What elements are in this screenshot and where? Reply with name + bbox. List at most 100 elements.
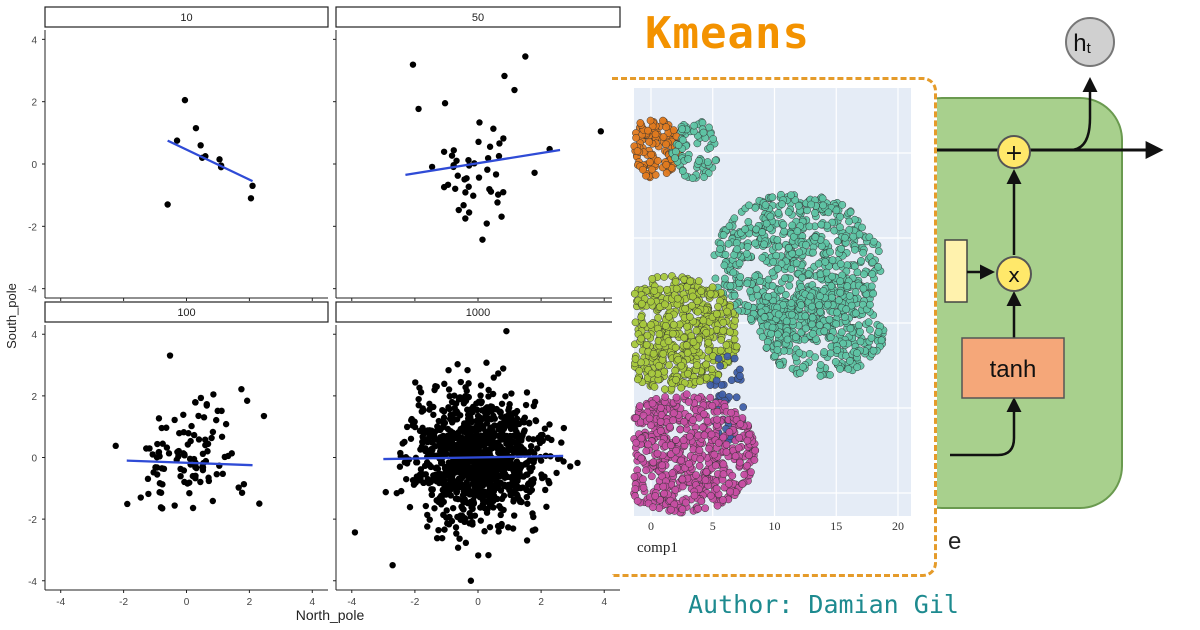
cluster-point (662, 123, 670, 131)
data-point (200, 414, 208, 421)
cluster-point (672, 284, 681, 293)
cluster-point (811, 233, 820, 242)
cluster-point (716, 346, 725, 355)
cluster-point (845, 292, 854, 300)
data-point (512, 433, 519, 440)
data-point (412, 479, 419, 486)
y-tick-label: -4 (28, 285, 37, 296)
data-point (431, 435, 438, 442)
output-node (1065, 17, 1115, 67)
lstm-gate-box (944, 239, 968, 303)
data-point (446, 392, 453, 400)
cluster-point (707, 491, 715, 500)
data-point (407, 435, 415, 442)
data-point (462, 215, 469, 222)
cluster-point (778, 200, 786, 209)
cluster-point (689, 338, 698, 346)
cluster-point (631, 355, 640, 363)
data-point (209, 428, 217, 436)
cluster-point (769, 258, 778, 266)
cluster-point (745, 201, 753, 210)
data-point (413, 459, 421, 466)
data-point (548, 436, 555, 444)
data-point (483, 420, 491, 427)
data-point (539, 474, 547, 481)
plus-node (997, 135, 1031, 169)
data-point (488, 403, 496, 411)
data-point (486, 523, 494, 531)
data-point (537, 437, 544, 444)
data-point (485, 386, 492, 394)
data-point (445, 459, 453, 466)
data-point (191, 399, 199, 406)
tanh-box (961, 337, 1065, 399)
cluster-point (741, 225, 749, 234)
cluster-point (729, 268, 738, 277)
cluster-point (736, 372, 744, 380)
data-point (520, 446, 528, 454)
cluster-point (831, 358, 840, 366)
data-point (457, 449, 465, 456)
data-point (496, 140, 503, 147)
data-point (434, 471, 442, 478)
x-tick-label: -4 (347, 597, 356, 608)
cluster-point (858, 223, 866, 232)
data-point (409, 422, 416, 429)
data-point (450, 147, 457, 154)
cluster-point (835, 296, 843, 305)
cluster-point (846, 324, 855, 333)
data-point (171, 502, 178, 509)
cluster-point (649, 349, 658, 358)
data-point (531, 526, 539, 533)
kmeans-scatter: 0 5 10 15 20 (612, 78, 937, 573)
data-point (507, 491, 514, 499)
cluster-point (669, 329, 677, 338)
cluster-point (784, 208, 793, 217)
data-point (513, 421, 521, 428)
data-point (156, 489, 163, 496)
data-point (486, 463, 493, 471)
cluster-point (680, 333, 688, 342)
cluster-point (636, 119, 645, 127)
regression-line (167, 139, 254, 183)
data-point (470, 471, 477, 479)
data-point (192, 474, 199, 482)
cluster-point (751, 239, 759, 248)
cluster-point (826, 248, 834, 256)
data-point (406, 503, 414, 511)
data-point (505, 411, 513, 418)
cluster-point (837, 328, 846, 337)
data-point (477, 517, 484, 524)
data-point (497, 511, 504, 519)
data-point (209, 497, 217, 505)
data-point (502, 472, 510, 479)
data-point (247, 195, 255, 202)
data-point (494, 191, 502, 198)
data-point (518, 498, 525, 506)
cluster-point (869, 289, 878, 298)
cluster-point (683, 349, 692, 357)
cluster-point (816, 372, 825, 380)
cluster-point (688, 301, 696, 310)
data-point (197, 142, 204, 149)
cluster-point (760, 240, 768, 249)
cluster-point (788, 249, 796, 258)
cluster-point (806, 292, 815, 301)
cluster-point (849, 232, 858, 241)
cluster-point (867, 282, 876, 291)
data-point (475, 467, 483, 474)
cluster-point (633, 497, 642, 505)
data-point (477, 392, 484, 399)
cluster-point (659, 116, 667, 125)
data-point (452, 434, 460, 442)
cluster-point (828, 272, 836, 281)
data-point (445, 386, 453, 393)
cluster-point (735, 433, 744, 442)
cluster-point (795, 369, 804, 377)
cluster-point (773, 346, 782, 354)
cluster-point (843, 282, 852, 290)
data-point (441, 100, 449, 107)
cluster-point (777, 285, 785, 294)
data-point (417, 466, 425, 473)
data-point (216, 156, 223, 163)
